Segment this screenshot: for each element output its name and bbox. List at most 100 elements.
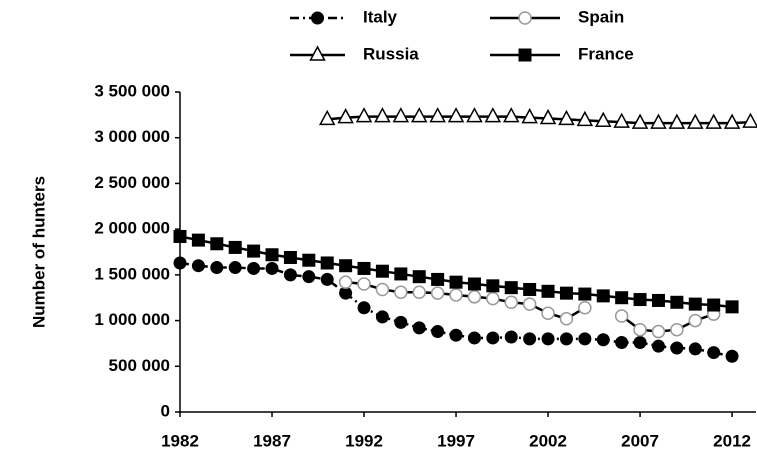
marker bbox=[559, 332, 573, 346]
marker bbox=[337, 108, 354, 124]
legend-label: Russia bbox=[363, 44, 419, 63]
marker bbox=[375, 282, 390, 297]
marker bbox=[228, 261, 242, 275]
marker bbox=[449, 288, 463, 302]
marker bbox=[173, 256, 187, 270]
marker bbox=[410, 107, 428, 123]
marker bbox=[191, 233, 205, 247]
marker bbox=[357, 277, 371, 291]
marker bbox=[559, 286, 573, 300]
marker bbox=[541, 332, 555, 346]
marker bbox=[447, 107, 465, 123]
marker bbox=[578, 301, 592, 315]
marker bbox=[614, 309, 629, 323]
marker bbox=[173, 229, 187, 243]
legend-label: Italy bbox=[363, 7, 398, 26]
marker bbox=[651, 293, 665, 307]
marker bbox=[431, 272, 445, 286]
marker bbox=[596, 333, 610, 347]
marker bbox=[725, 349, 739, 363]
marker bbox=[522, 297, 537, 311]
marker bbox=[558, 109, 575, 126]
marker bbox=[283, 268, 297, 282]
series-line bbox=[327, 115, 751, 125]
marker bbox=[375, 310, 389, 324]
x-tick-label: 1997 bbox=[437, 431, 475, 450]
marker bbox=[431, 325, 445, 339]
marker bbox=[539, 108, 557, 125]
marker bbox=[412, 321, 426, 335]
y-tick-label: 3 500 000 bbox=[94, 81, 170, 100]
y-tick-label: 1 500 000 bbox=[94, 264, 170, 283]
y-tick-label: 500 000 bbox=[109, 356, 170, 375]
legend-marker bbox=[309, 45, 326, 61]
marker bbox=[247, 261, 261, 275]
legend-label: Spain bbox=[578, 7, 624, 26]
marker bbox=[467, 331, 481, 345]
y-tick-label: 2 000 000 bbox=[94, 219, 170, 238]
marker bbox=[707, 298, 721, 312]
marker bbox=[705, 113, 722, 129]
marker bbox=[688, 313, 703, 328]
marker bbox=[633, 336, 647, 350]
marker bbox=[430, 286, 445, 300]
marker bbox=[633, 322, 647, 337]
marker bbox=[449, 328, 463, 342]
marker bbox=[265, 261, 279, 275]
y-tick-label: 2 500 000 bbox=[94, 173, 170, 192]
marker bbox=[466, 107, 483, 123]
marker bbox=[504, 281, 518, 295]
x-tick-label: 1987 bbox=[253, 431, 291, 450]
marker bbox=[707, 346, 721, 360]
marker bbox=[541, 306, 555, 321]
marker bbox=[523, 332, 537, 346]
x-tick-label: 1982 bbox=[161, 431, 199, 450]
marker bbox=[668, 113, 686, 129]
marker bbox=[357, 261, 371, 275]
marker bbox=[357, 301, 371, 315]
marker bbox=[394, 315, 408, 329]
marker bbox=[631, 113, 649, 129]
marker bbox=[394, 267, 408, 281]
marker bbox=[541, 284, 555, 298]
marker bbox=[687, 113, 704, 129]
marker bbox=[210, 261, 224, 275]
marker bbox=[375, 264, 389, 278]
marker bbox=[742, 112, 757, 128]
marker bbox=[339, 286, 353, 300]
marker bbox=[725, 300, 739, 314]
y-tick-label: 3 000 000 bbox=[94, 127, 170, 146]
marker bbox=[265, 248, 279, 262]
marker bbox=[523, 282, 537, 296]
marker bbox=[521, 108, 538, 124]
marker bbox=[338, 275, 353, 289]
marker bbox=[670, 295, 684, 309]
marker bbox=[394, 285, 408, 299]
marker bbox=[320, 256, 334, 270]
marker bbox=[412, 285, 426, 299]
marker bbox=[302, 270, 316, 284]
marker bbox=[467, 290, 482, 304]
marker bbox=[412, 270, 426, 284]
marker bbox=[228, 240, 242, 254]
marker bbox=[392, 107, 410, 123]
x-tick-label: 2002 bbox=[529, 431, 567, 450]
marker bbox=[283, 250, 297, 264]
marker bbox=[318, 109, 336, 126]
marker bbox=[613, 112, 630, 128]
marker bbox=[670, 341, 684, 355]
legend-label: France bbox=[578, 44, 634, 63]
marker bbox=[504, 330, 518, 344]
marker bbox=[670, 322, 684, 337]
marker bbox=[633, 293, 647, 307]
marker bbox=[302, 253, 316, 267]
marker bbox=[355, 107, 373, 123]
marker bbox=[688, 297, 702, 311]
marker bbox=[374, 107, 391, 123]
y-axis-label: Number of hunters bbox=[29, 176, 48, 328]
marker bbox=[651, 339, 665, 353]
marker bbox=[688, 342, 702, 356]
marker bbox=[576, 110, 594, 127]
